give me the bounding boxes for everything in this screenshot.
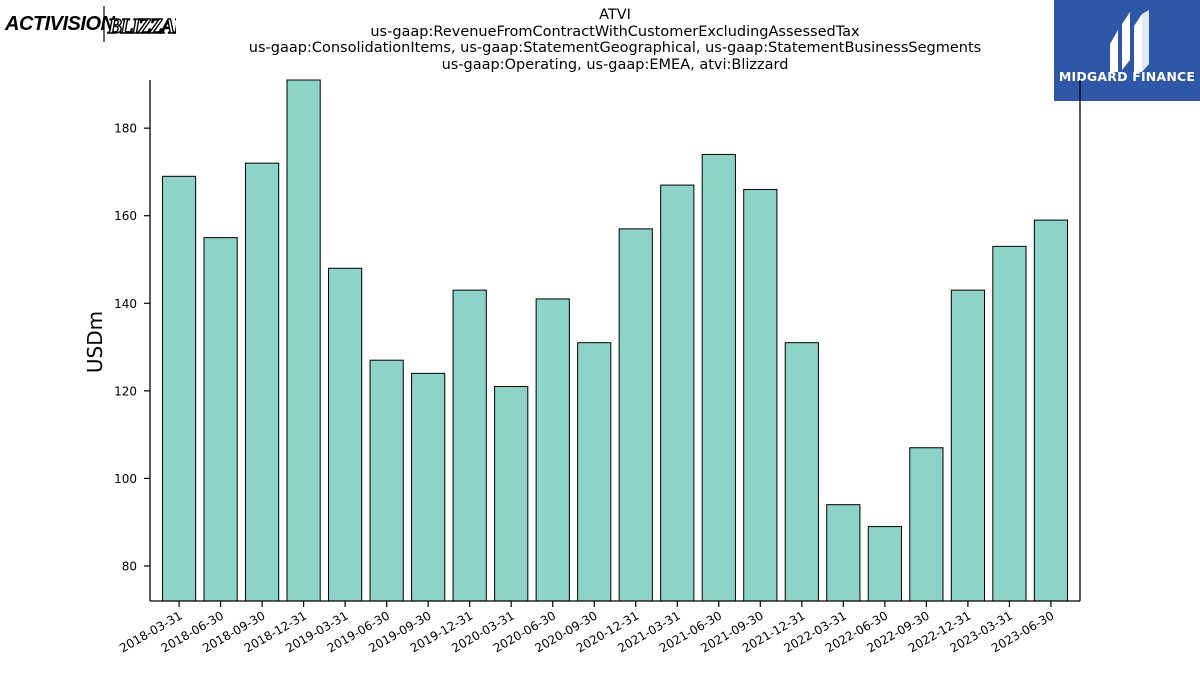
bar-2022-06-30 bbox=[867, 526, 902, 602]
bar-2020-12-31 bbox=[618, 228, 653, 602]
bar-2020-06-30 bbox=[535, 298, 570, 602]
bar-series bbox=[161, 79, 1069, 602]
bar-2020-03-31 bbox=[494, 385, 529, 602]
bar-2019-12-31 bbox=[452, 289, 487, 602]
title-line-members: us-gaap:Operating, us-gaap:EMEA, atvi:Bl… bbox=[441, 56, 789, 73]
activision-wordmark: ACTIVISION bbox=[4, 13, 116, 35]
bar-2019-03-31 bbox=[328, 267, 363, 602]
title-line-ticker: ATVI bbox=[599, 7, 631, 23]
bar-2019-06-30 bbox=[369, 359, 404, 602]
title-line-axes: us-gaap:ConsolidationItems, us-gaap:Stat… bbox=[248, 40, 982, 56]
title-line-concept: us-gaap:RevenueFromContractWithCustomerE… bbox=[370, 23, 860, 40]
bar-2022-09-30 bbox=[909, 447, 944, 602]
bar-2022-12-31 bbox=[950, 289, 985, 602]
midgard-finance-logo: MIDGARD FINANCE bbox=[1054, 0, 1200, 101]
bar-2020-09-30 bbox=[577, 342, 612, 602]
y-tick-label: 120 bbox=[114, 384, 137, 398]
midgard-emblem-icon bbox=[1110, 10, 1149, 72]
y-tick-label: 140 bbox=[114, 297, 137, 311]
bar-2021-12-31 bbox=[784, 342, 819, 602]
bar-2019-09-30 bbox=[411, 372, 446, 602]
y-tick-label: 80 bbox=[122, 559, 137, 573]
bar-2023-06-30 bbox=[1033, 219, 1069, 602]
midgard-finance-label: MIDGARD FINANCE bbox=[1058, 69, 1196, 84]
y-tick-label: 160 bbox=[114, 209, 137, 223]
bar-2018-03-31 bbox=[161, 175, 197, 602]
bar-2018-12-31 bbox=[286, 79, 321, 602]
y-tick-label: 180 bbox=[114, 122, 137, 136]
bar-2021-03-31 bbox=[660, 184, 695, 602]
bar-2018-09-30 bbox=[244, 162, 280, 602]
bar-2021-09-30 bbox=[743, 188, 778, 602]
y-tick-label: 100 bbox=[114, 472, 137, 486]
bar-2022-03-31 bbox=[826, 504, 861, 602]
chart-title: ATVI us-gaap:RevenueFromContractWithCust… bbox=[200, 7, 1030, 73]
bar-2018-06-30 bbox=[203, 237, 238, 602]
bar-2023-03-31 bbox=[992, 245, 1027, 602]
bar-2021-06-30 bbox=[701, 153, 736, 602]
y-axis-label: USDm bbox=[83, 311, 107, 373]
